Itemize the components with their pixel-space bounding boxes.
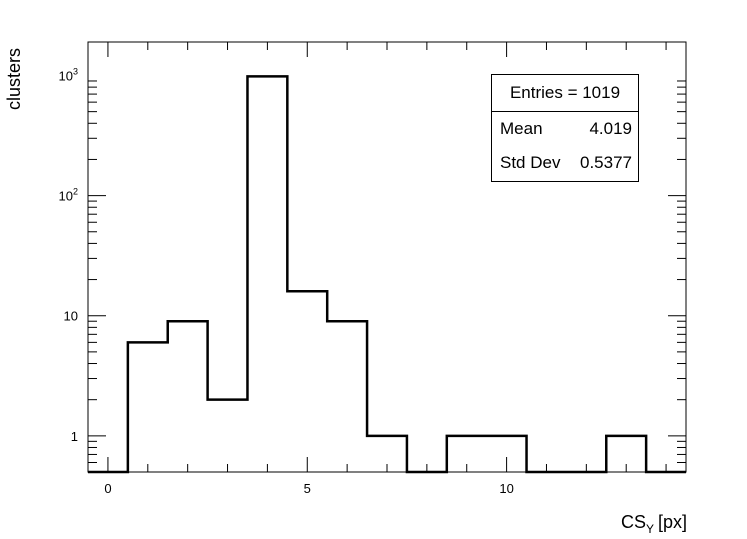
major-ticks <box>88 42 686 472</box>
plot-frame <box>87 41 687 473</box>
stats-box: Entries = 1019 Mean 4.019 Std Dev 0.5377 <box>491 74 639 182</box>
y-tick-labels: 1 10 102 103 <box>59 66 78 443</box>
stats-std-value: 0.5377 <box>580 153 632 172</box>
y-tick-label: 102 <box>59 187 78 204</box>
x-axis-title: CSY [px] <box>621 512 687 536</box>
x-tick-label: 10 <box>499 481 513 496</box>
x-tick-label: 5 <box>304 481 311 496</box>
minor-ticks <box>88 42 686 473</box>
stats-entries: Entries = 1019 <box>492 75 638 112</box>
stats-mean-value: 4.019 <box>589 119 632 138</box>
stats-mean-row: Mean 4.019 <box>492 112 638 146</box>
y-tick-label: 10 <box>64 309 78 324</box>
stats-mean-label: Mean <box>500 119 543 138</box>
y-tick-label: 1 <box>71 429 78 444</box>
y-axis-title: clusters <box>4 48 24 110</box>
y-tick-label: 103 <box>59 66 78 83</box>
x-tick-labels: 0 5 10 <box>104 481 514 496</box>
stats-std-row: Std Dev 0.5377 <box>492 146 638 180</box>
stats-std-label: Std Dev <box>500 153 561 172</box>
x-tick-label: 0 <box>104 481 111 496</box>
